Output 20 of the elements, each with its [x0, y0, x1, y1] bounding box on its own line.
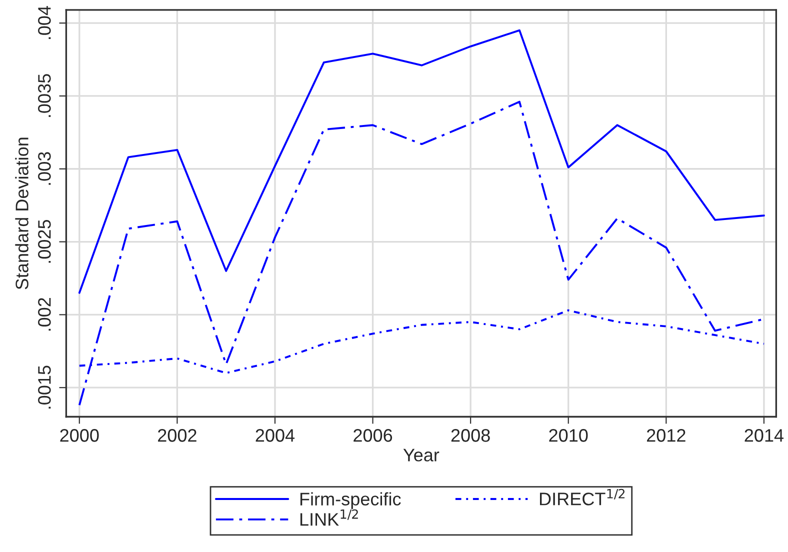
y-tick-label: .003 — [38, 152, 51, 185]
x-tick-label: 2006 — [354, 429, 392, 442]
x-tick-label: 2014 — [744, 429, 784, 442]
x-axis-title: Year — [403, 448, 440, 462]
x-tick-label: 2008 — [451, 429, 490, 442]
y-tick-label: .0025 — [38, 220, 51, 263]
x-tick-label: 2004 — [256, 429, 295, 442]
y-tick-label: .002 — [38, 298, 51, 331]
x-tick-label: 2010 — [549, 429, 588, 442]
x-tick-label: 2002 — [158, 429, 196, 442]
y-tick-label: .0035 — [38, 74, 51, 117]
legend-label: Firm-specific — [300, 492, 401, 510]
y-tick-label: .004 — [38, 6, 51, 39]
x-tick-label: 2012 — [646, 429, 686, 442]
y-axis-title: Standard Deviation — [15, 138, 28, 290]
y-tick-label: .0015 — [38, 366, 51, 409]
line-series — [78, 29, 765, 294]
legend-label: LINK$^{1/2}$ — [300, 509, 358, 526]
x-tick-label: 2000 — [60, 429, 99, 442]
legend-label: DIRECT$^{1/2}$ — [540, 488, 625, 506]
